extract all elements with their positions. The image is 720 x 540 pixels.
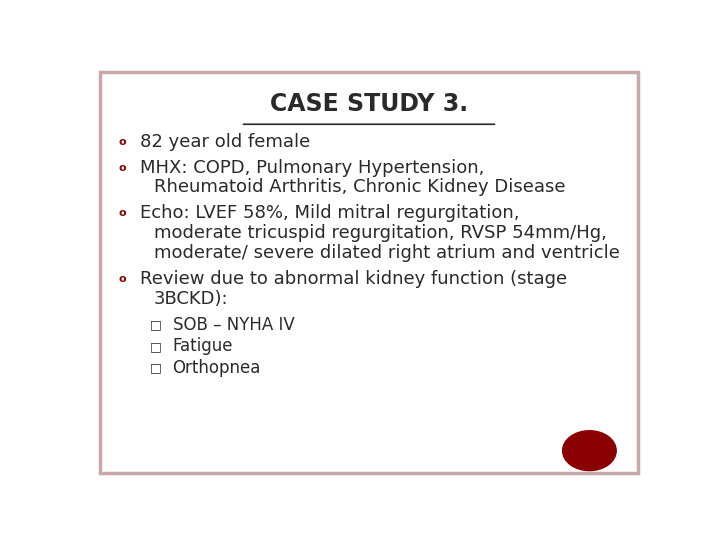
Text: MHX: COPD, Pulmonary Hypertension,: MHX: COPD, Pulmonary Hypertension,: [140, 159, 485, 177]
Text: Echo: LVEF 58%, Mild mitral regurgitation,: Echo: LVEF 58%, Mild mitral regurgitatio…: [140, 204, 520, 222]
Text: SOB – NYHA IV: SOB – NYHA IV: [173, 316, 294, 334]
Text: □: □: [150, 340, 162, 353]
Text: 82 year old female: 82 year old female: [140, 133, 310, 151]
Text: moderate/ severe dilated right atrium and ventricle: moderate/ severe dilated right atrium an…: [154, 244, 620, 262]
Text: o: o: [119, 163, 126, 172]
Text: Review due to abnormal kidney function (stage: Review due to abnormal kidney function (…: [140, 270, 567, 288]
Text: Fatigue: Fatigue: [173, 338, 233, 355]
Text: Orthopnea: Orthopnea: [173, 359, 261, 377]
Text: CASE STUDY 3.: CASE STUDY 3.: [270, 92, 468, 116]
Text: moderate tricuspid regurgitation, RVSP 54mm/Hg,: moderate tricuspid regurgitation, RVSP 5…: [154, 224, 607, 242]
Text: o: o: [119, 274, 126, 284]
Text: o: o: [119, 137, 126, 147]
Circle shape: [562, 431, 616, 471]
Text: □: □: [150, 318, 162, 331]
Text: Rheumatoid Arthritis, Chronic Kidney Disease: Rheumatoid Arthritis, Chronic Kidney Dis…: [154, 178, 566, 197]
Text: o: o: [119, 208, 126, 218]
Text: □: □: [150, 361, 162, 374]
Text: 3BCKD):: 3BCKD):: [154, 290, 229, 308]
